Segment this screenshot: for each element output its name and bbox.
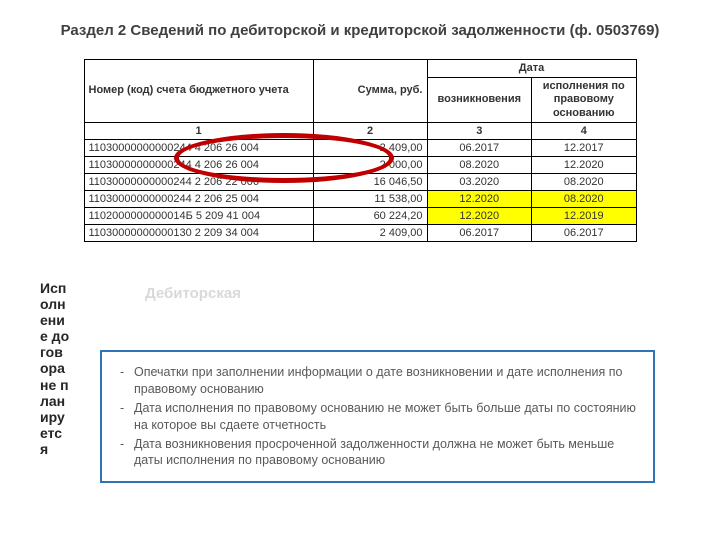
table-row: 11030000000000244 2 206 25 00411 538,001… xyxy=(84,190,636,207)
note-item: Опечатки при заполнении информации о дат… xyxy=(120,364,639,398)
notes-box: Опечатки при заполнении информации о дат… xyxy=(100,350,655,483)
side-label: Исполнение договора не планируется xyxy=(40,280,70,457)
ghost-text: Дебиторская xyxy=(145,285,241,302)
th-date-exec: исполнения по правовому основанию xyxy=(532,78,637,123)
th-acct: Номер (код) счета бюджетного учета xyxy=(84,60,313,123)
note-item: Дата возникновения просроченной задолжен… xyxy=(120,436,639,470)
th-date-origin: возникновения xyxy=(427,78,532,123)
note-item: Дата исполнения по правовому основанию н… xyxy=(120,400,639,434)
th-sum: Сумма, руб. xyxy=(313,60,427,123)
table-row: 11030000000000244 4 206 26 0042 409,0006… xyxy=(84,139,636,156)
table-row: 11030000000000244 4 206 26 0042 000,0008… xyxy=(84,156,636,173)
data-table: Номер (код) счета бюджетного учета Сумма… xyxy=(84,59,637,242)
table-body: 11030000000000244 4 206 26 0042 409,0006… xyxy=(84,139,636,241)
column-number-row: 1 2 3 4 xyxy=(84,122,636,139)
table-row: 11030000000000130 2 209 34 0042 409,0006… xyxy=(84,224,636,241)
table-row: 11030000000000244 2 206 22 00616 046,500… xyxy=(84,173,636,190)
page-title: Раздел 2 Сведений по дебиторской и креди… xyxy=(40,20,680,41)
th-date: Дата xyxy=(427,60,636,78)
table-row: 1102000000000014Б 5 209 41 00460 224,201… xyxy=(84,207,636,224)
notes-list: Опечатки при заполнении информации о дат… xyxy=(120,364,639,469)
table-container: Номер (код) счета бюджетного учета Сумма… xyxy=(84,59,637,242)
